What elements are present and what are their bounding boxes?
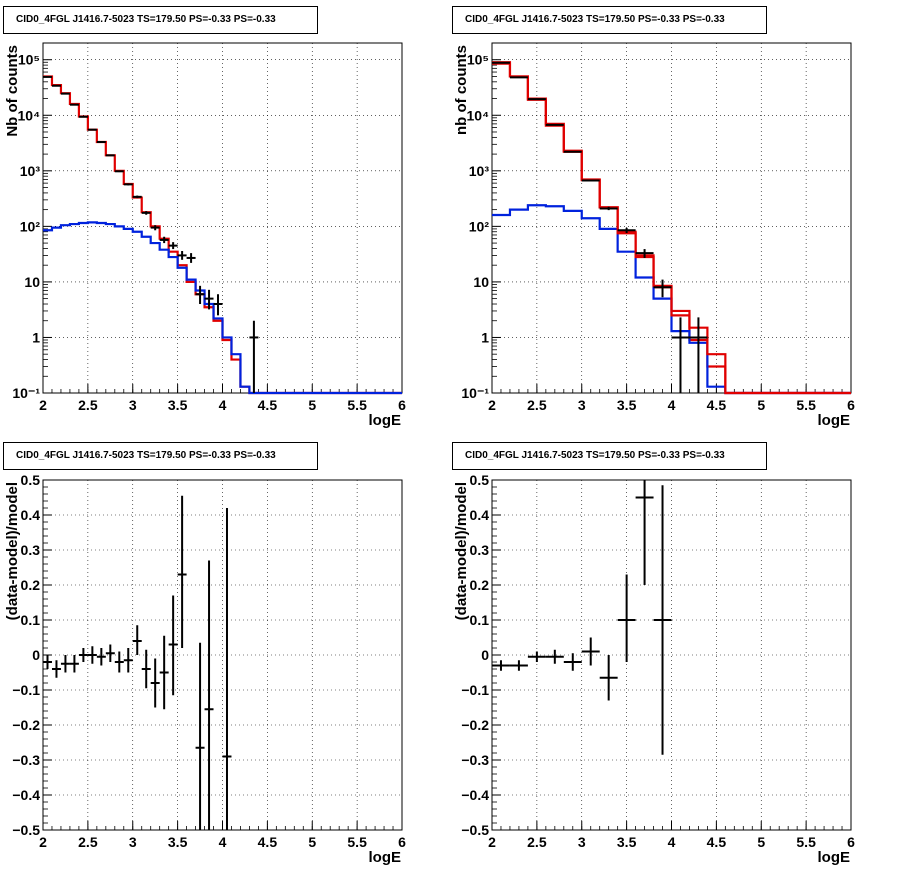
y-tick-label: 0.5 xyxy=(470,472,490,488)
x-tick-label: 4.5 xyxy=(258,834,278,850)
x-tick-label: 6 xyxy=(398,834,406,850)
x-tick-label: 5 xyxy=(308,397,316,413)
x-tick-label: 2 xyxy=(39,397,47,413)
x-tick-label: 3.5 xyxy=(617,397,637,413)
pad3-title: CID0_4FGL J1416.7-5023 TS=179.50 PS=-0.3… xyxy=(3,442,318,470)
y-axis-label: (data-model)/model xyxy=(4,482,21,620)
y-tick-label: 0 xyxy=(32,647,40,663)
y-tick-label: 0.1 xyxy=(21,612,41,628)
y-tick-label: 10⁵ xyxy=(18,52,40,68)
x-tick-label: 4 xyxy=(668,834,676,850)
y-tick-label: 1 xyxy=(481,329,489,345)
x-tick-label: 6 xyxy=(847,834,855,850)
x-tick-label: 2 xyxy=(39,834,47,850)
background-model-histogram xyxy=(43,221,402,395)
y-tick-label: −0.2 xyxy=(12,717,40,733)
y-tick-label: 10⁻¹ xyxy=(461,385,489,401)
x-tick-label: 4.5 xyxy=(707,834,727,850)
y-axis-label: Nb of counts xyxy=(4,45,21,137)
x-tick-label: 2.5 xyxy=(78,397,98,413)
y-tick-label: 1 xyxy=(32,329,40,345)
y-tick-label: −0.1 xyxy=(12,682,40,698)
x-tick-label: 4 xyxy=(219,397,227,413)
x-tick-label: 6 xyxy=(398,397,406,413)
y-tick-label: 0.5 xyxy=(21,472,41,488)
y-tick-label: 10 xyxy=(473,274,489,290)
y-tick-label: 10⁵ xyxy=(467,52,489,68)
pad2-title: CID0_4FGL J1416.7-5023 TS=179.50 PS=-0.3… xyxy=(452,6,767,34)
y-tick-label: −0.4 xyxy=(12,787,40,803)
y-tick-label: 10² xyxy=(20,218,41,234)
y-tick-label: 0.4 xyxy=(470,507,490,523)
pad1-title: CID0_4FGL J1416.7-5023 TS=179.50 PS=-0.3… xyxy=(3,6,318,34)
y-tick-label: −0.5 xyxy=(461,822,489,838)
y-tick-label: 10⁻¹ xyxy=(12,385,40,401)
x-tick-label: 3 xyxy=(129,397,137,413)
y-tick-label: 10 xyxy=(24,274,40,290)
y-tick-label: 0.2 xyxy=(21,577,41,593)
x-tick-label: 5 xyxy=(757,834,765,850)
y-axis-label: (data-model)/model xyxy=(453,482,470,620)
y-tick-label: 10³ xyxy=(469,163,490,179)
x-tick-label: 3 xyxy=(578,834,586,850)
x-axis-label: logE xyxy=(369,849,402,866)
y-tick-label: 0.3 xyxy=(21,542,41,558)
x-tick-label: 2 xyxy=(488,834,496,850)
x-tick-label: 3.5 xyxy=(617,834,637,850)
y-axis-label: nb of counts xyxy=(453,45,470,135)
x-tick-label: 3.5 xyxy=(168,397,188,413)
y-tick-label: 0.2 xyxy=(470,577,490,593)
y-tick-label: 10² xyxy=(469,218,490,234)
y-tick-label: 0.3 xyxy=(470,542,490,558)
y-tick-label: −0.1 xyxy=(461,682,489,698)
y-tick-label: 0.4 xyxy=(21,507,41,523)
x-tick-label: 2 xyxy=(488,397,496,413)
y-tick-label: 0.1 xyxy=(470,612,490,628)
x-tick-label: 5 xyxy=(757,397,765,413)
x-tick-label: 5 xyxy=(308,834,316,850)
x-tick-label: 3.5 xyxy=(168,834,188,850)
x-tick-label: 5.5 xyxy=(796,834,816,850)
y-tick-label: 10³ xyxy=(20,163,41,179)
y-tick-label: 0 xyxy=(481,647,489,663)
x-tick-label: 4 xyxy=(668,397,676,413)
y-tick-label: −0.3 xyxy=(12,752,40,768)
x-tick-label: 5.5 xyxy=(347,397,367,413)
x-tick-label: 2.5 xyxy=(527,397,547,413)
x-tick-label: 2.5 xyxy=(527,834,547,850)
x-axis-label: logE xyxy=(369,412,402,429)
pad4-title: CID0_4FGL J1416.7-5023 TS=179.50 PS=-0.3… xyxy=(452,442,767,470)
x-tick-label: 4 xyxy=(219,834,227,850)
x-tick-label: 5.5 xyxy=(347,834,367,850)
x-tick-label: 2.5 xyxy=(78,834,98,850)
x-tick-label: 5.5 xyxy=(796,397,816,413)
x-axis-label: logE xyxy=(818,849,851,866)
x-tick-label: 4.5 xyxy=(258,397,278,413)
y-tick-label: 10⁴ xyxy=(18,107,41,123)
x-tick-label: 4.5 xyxy=(707,397,727,413)
x-tick-label: 3 xyxy=(578,397,586,413)
x-axis-label: logE xyxy=(818,412,851,429)
x-tick-label: 3 xyxy=(129,834,137,850)
y-tick-label: 10⁴ xyxy=(467,107,490,123)
y-tick-label: −0.4 xyxy=(461,787,489,803)
y-tick-label: −0.2 xyxy=(461,717,489,733)
x-tick-label: 6 xyxy=(847,397,855,413)
y-tick-label: −0.3 xyxy=(461,752,489,768)
y-tick-label: −0.5 xyxy=(12,822,40,838)
